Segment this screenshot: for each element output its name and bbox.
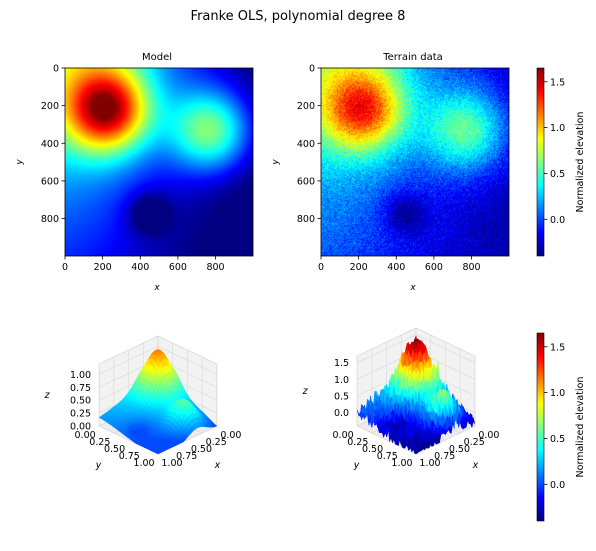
x-tick-label: 800 [206,262,224,273]
heatmap-terrain-y-axis: 0 200 400 600 800 [297,64,321,225]
x-tick-label: 0.50 [191,444,212,455]
y-tick-label: 1.00 [133,458,154,469]
x-tick-label: 200 [94,262,112,273]
colorbar-top-label: Normalized elevation [575,112,586,213]
x-tick-label: 0.25 [206,437,227,448]
x-tick-label: 600 [425,262,443,273]
surface-ylabel: y [353,460,360,471]
x-tick-label: 0 [318,262,324,273]
z-tick-label: 1.0 [334,375,349,386]
surface-face [414,452,418,455]
surface-model: 1.000.750.500.250.000.000.250.500.751.00… [44,335,241,471]
heatmap-model-image [65,68,253,256]
heatmap-terrain-xlabel: x [409,283,416,293]
colorbar-tick-label: 0.5 [550,434,565,445]
y-tick-label: 0.75 [119,451,140,462]
x-tick-label: 800 [462,262,480,273]
y-tick-label: 600 [297,176,315,187]
y-tick-label: 0.50 [104,444,125,455]
y-tick-label: 0.75 [377,451,398,462]
colorbar-top: 0.0 0.5 1.0 1.5 Normalized elevation [536,67,586,257]
x-tick-label: 0.25 [464,437,485,448]
colorbar-bottom-label: Normalized elevation [575,377,586,478]
x-tick-label: 0.00 [220,430,241,441]
heatmap-terrain-x-axis: 0 200 400 600 800 [318,256,481,273]
heatmap-terrain: Terrain data 0 200 400 600 800 0 200 400 600 800… [271,52,510,293]
colorbar-tick-label: 0.5 [550,169,565,180]
surface-xlabel: x [472,460,479,471]
heatmap-terrain-image [321,68,509,256]
heatmap-model-xlabel: x [153,283,160,293]
x-tick-label: 400 [387,262,405,273]
y-tick-label: 400 [41,139,59,150]
y-tick-label: 800 [297,214,315,225]
x-tick-label: 0.75 [176,451,197,462]
y-tick-label: 0.00 [75,430,96,441]
x-tick-label: 600 [169,262,187,273]
y-tick-label: 400 [297,139,315,150]
heatmap-terrain-ylabel: y [271,159,281,166]
surface-zlabel: z [302,386,309,397]
x-tick-label: 0.50 [449,444,470,455]
x-tick-label: 1.00 [161,458,182,469]
y-tick-label: 0.25 [89,437,110,448]
y-tick-label: 0.50 [362,444,383,455]
colorbar-tick-label: 0.0 [550,215,565,226]
colorbar-bottom-ticks: 0.0 0.5 1.0 1.5 [544,342,565,491]
heatmap-model-x-axis: 0 200 400 600 800 [62,256,225,273]
surface-face [155,451,161,455]
heatmap-terrain-title: Terrain data [382,52,443,63]
colorbar-tick-label: 1.5 [550,77,565,88]
z-tick-label: 0.00 [70,422,91,433]
z-tick-label: 0.25 [70,409,91,420]
heatmap-model-ylabel: y [15,159,25,166]
heatmap-model-y-axis: 0 200 400 600 800 [41,64,65,225]
z-tick-label: 1.00 [70,370,91,381]
colorbar-tick-label: 1.5 [550,342,565,353]
y-tick-label: 600 [41,176,59,187]
z-tick-label: 1.5 [334,358,349,369]
y-tick-label: 0 [53,64,59,75]
heatmap-terrain-frame [320,67,510,257]
heatmap-model-frame [64,67,254,257]
colorbar-bottom-bar [536,332,545,522]
z-tick-label: 0.75 [70,383,91,394]
x-tick-label: 200 [350,262,368,273]
z-tick-label: 0.50 [70,396,91,407]
surface-xlabel: x [214,460,221,471]
figure-title: Franke OLS, polynomial degree 8 [190,9,406,24]
colorbar-tick-label: 1.0 [550,388,565,399]
z-tick-label: 0.5 [334,392,349,403]
heatmap-model-title: Model [142,52,172,63]
x-tick-label: 0 [62,262,68,273]
colorbar-tick-label: 1.0 [550,123,565,134]
surface-terrain: 1.000.750.500.250.000.000.250.500.751.00… [302,327,499,471]
colorbar-bottom: 0.0 0.5 1.0 1.5 Normalized elevation [536,332,586,522]
x-tick-label: 0.00 [478,430,499,441]
x-tick-label: 0.75 [434,451,455,462]
x-tick-label: 1.00 [419,458,440,469]
y-tick-label: 200 [41,101,59,112]
surface-ylabel: y [95,460,102,471]
colorbar-top-ticks: 0.0 0.5 1.0 1.5 [544,77,565,226]
y-tick-label: 1.00 [391,458,412,469]
colorbar-top-bar [536,67,545,257]
colorbar-tick-label: 0.0 [550,480,565,491]
y-tick-label: 800 [41,214,59,225]
z-tick-label: 0.0 [334,408,349,419]
heatmap-model: Model 0 200 400 600 800 0 200 400 600 800 x y [15,52,254,293]
y-tick-label: 0.25 [347,437,368,448]
x-tick-label: 400 [131,262,149,273]
y-tick-label: 0.00 [333,430,354,441]
y-tick-label: 200 [297,101,315,112]
surface-zlabel: z [44,390,51,401]
y-tick-label: 0 [309,64,315,75]
